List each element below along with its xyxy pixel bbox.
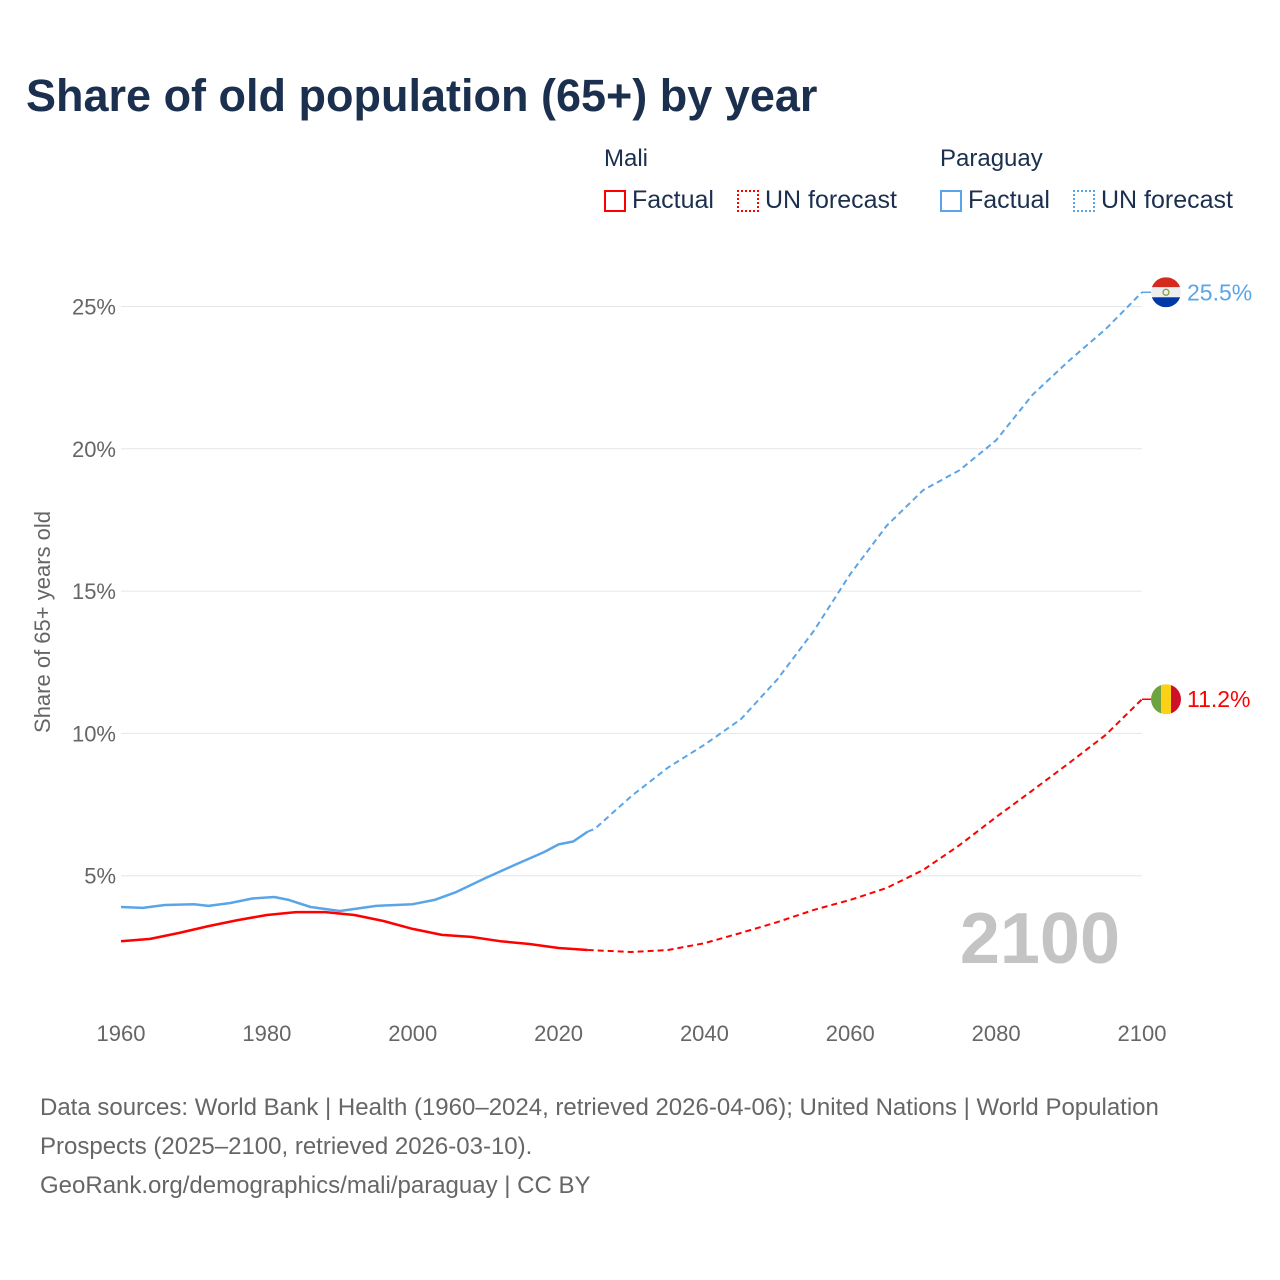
flag-stripe: [1151, 287, 1181, 298]
flag-stripe: [1151, 277, 1181, 288]
legend-mali-forecast[interactable]: UN forecast: [737, 186, 897, 215]
source-note: Data sources: World Bank | Health (1960–…: [40, 1088, 1190, 1205]
flag-stripe: [1151, 684, 1161, 715]
y-tick-label: 20%: [72, 437, 116, 462]
legend-swatch-dotted: [1073, 189, 1095, 212]
legend-mali-factual[interactable]: Factual: [604, 186, 714, 215]
legend-label: Factual: [632, 186, 714, 214]
y-tick-label: 25%: [72, 295, 116, 320]
mali-end-value-label: 11.2%: [1187, 686, 1251, 712]
legend-paraguay-forecast[interactable]: UN forecast: [1073, 186, 1233, 215]
flag-stripe: [1171, 684, 1181, 715]
y-tick-label: 10%: [72, 721, 116, 746]
mali-flag-icon: [1151, 684, 1181, 715]
legend-swatch-solid: [940, 189, 962, 212]
x-tick-label: 2000: [388, 1021, 437, 1046]
year-watermark: 2100: [960, 899, 1120, 979]
paraguay-factual-line: [120, 830, 589, 913]
legend-paraguay-title: Paraguay: [940, 145, 1043, 172]
x-tick-label: 2020: [534, 1021, 583, 1046]
y-tick-label: 15%: [72, 579, 116, 604]
flag-emblem: [1162, 288, 1170, 296]
x-tick-label: 2060: [826, 1021, 875, 1046]
legend-swatch-solid: [604, 189, 626, 212]
legend-mali-title: Mali: [604, 145, 649, 172]
mali-factual-line: [120, 910, 588, 952]
source-line-1: Data sources: World Bank | Health (1960–…: [40, 1094, 1159, 1160]
source-line-2[interactable]: GeoRank.org/demographics/mali/paraguay |…: [40, 1172, 591, 1199]
chart-title: Share of old population (65+) by year: [26, 70, 818, 121]
legend-label: UN forecast: [1101, 186, 1233, 214]
paraguay-flag-icon: [1151, 277, 1181, 308]
x-tick-label: 2080: [972, 1021, 1021, 1046]
y-tick-label: 5%: [84, 864, 116, 889]
legend-label: UN forecast: [765, 186, 897, 214]
legend-label: Factual: [968, 186, 1050, 214]
x-tick-label: 2040: [680, 1021, 729, 1046]
paraguay-end-value-label: 25.5%: [1187, 279, 1252, 305]
legend-swatch-dotted: [737, 189, 759, 212]
flag-stripe: [1161, 684, 1171, 715]
paraguay-forecast-line: [587, 291, 1143, 833]
legend-paraguay-factual[interactable]: Factual: [940, 186, 1050, 215]
x-tick-label: 1960: [97, 1021, 146, 1046]
x-tick-label: 2100: [1118, 1021, 1167, 1046]
x-tick-label: 1980: [242, 1021, 291, 1046]
y-axis-label: Share of 65+ years old: [30, 511, 55, 733]
flag-stripe: [1151, 297, 1181, 308]
flag-body: [1151, 277, 1181, 308]
flag-body: [1151, 684, 1181, 715]
